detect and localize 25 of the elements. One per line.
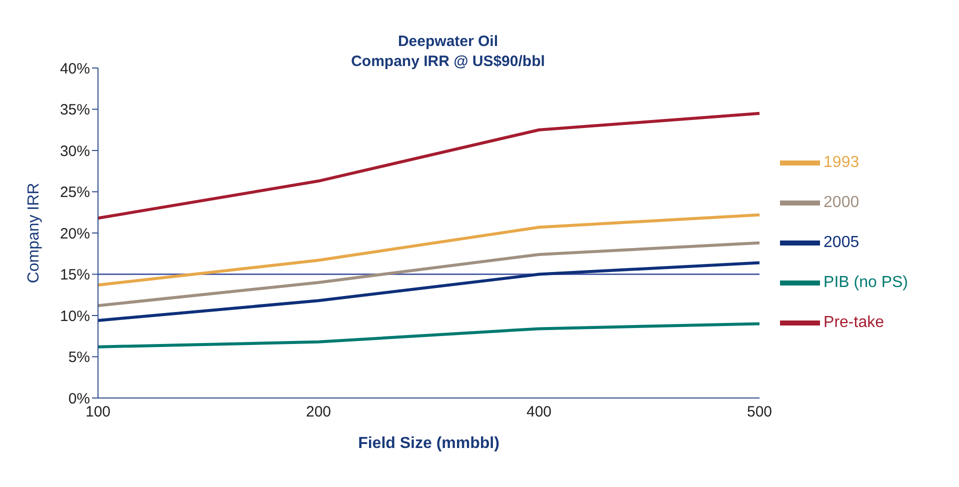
y-tick-label: 30% xyxy=(60,142,90,160)
legend-label: 2000 xyxy=(824,194,860,212)
y-tick-label: 35% xyxy=(60,102,90,119)
x-tick-label: 500 xyxy=(747,404,772,421)
x-tick-label: 400 xyxy=(526,404,552,421)
y-tick-label: 10% xyxy=(60,308,90,325)
y-tick-label: 25% xyxy=(60,184,90,202)
chart-subtitle: Company IRR @ US$90/bbl xyxy=(350,52,546,72)
line-series xyxy=(96,322,762,348)
chart-title: Deepwater Oil xyxy=(396,32,500,52)
y-axis-title: Company IRR xyxy=(26,182,43,284)
y-tick-label: 20% xyxy=(60,225,90,242)
y-tick-label: 40% xyxy=(60,60,90,78)
legend-label: PIB (no PS) xyxy=(824,274,908,292)
legend-label: 1993 xyxy=(824,154,860,172)
line-series xyxy=(96,112,762,220)
y-tick-label: 5% xyxy=(68,349,90,366)
y-tick-label: 15% xyxy=(60,266,90,284)
legend-label: 2005 xyxy=(824,234,860,252)
legend-label: Pre-take xyxy=(824,314,884,332)
line-series xyxy=(96,213,762,286)
x-tick-label: 200 xyxy=(306,404,332,421)
line-series xyxy=(96,261,762,322)
line-series xyxy=(96,241,762,308)
x-axis-title: Field Size (mmbbl) xyxy=(358,435,500,452)
